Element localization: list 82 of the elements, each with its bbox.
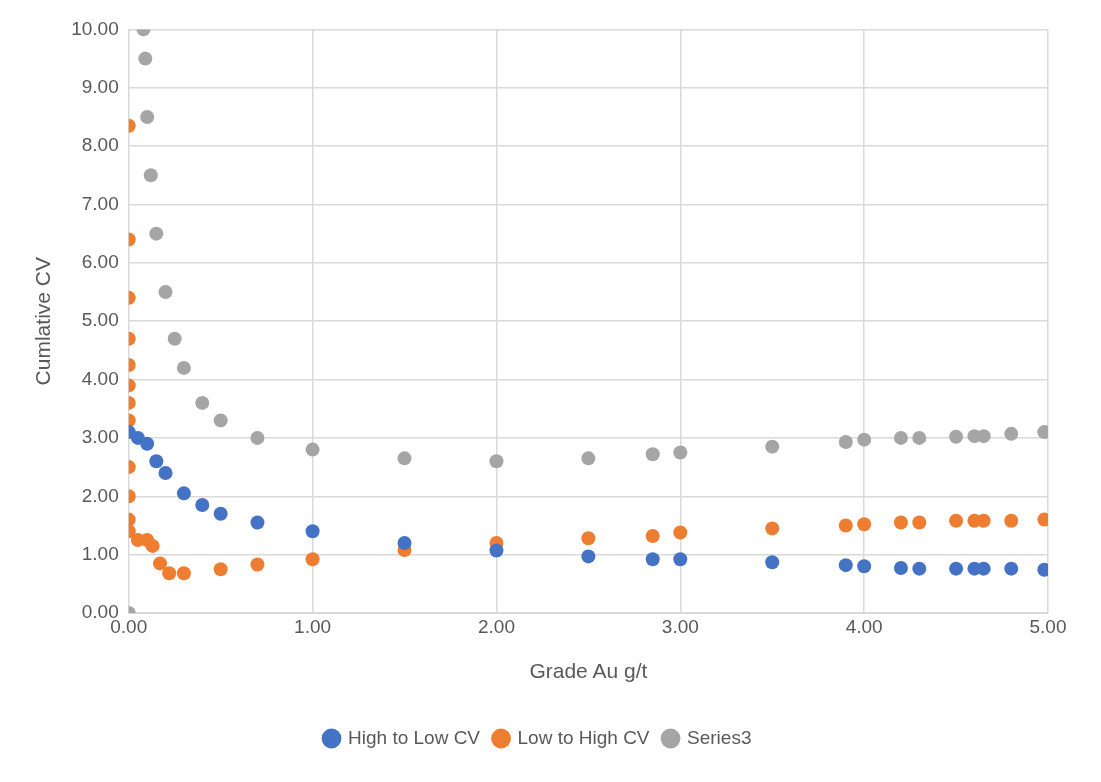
- y-tick-label: 10.00: [71, 17, 119, 39]
- point: [838, 435, 853, 450]
- point: [581, 451, 596, 466]
- point: [673, 445, 688, 460]
- point: [162, 566, 177, 581]
- point: [673, 525, 688, 540]
- point: [145, 538, 160, 553]
- x-tick-label: 3.00: [661, 615, 699, 637]
- point: [1004, 513, 1019, 528]
- point: [673, 552, 688, 567]
- point: [143, 168, 158, 183]
- point: [158, 285, 173, 300]
- point: [949, 513, 964, 528]
- point: [1004, 426, 1019, 441]
- point: [305, 442, 320, 457]
- point: [765, 439, 780, 454]
- point: [893, 430, 908, 445]
- point: [397, 451, 412, 466]
- point: [149, 454, 164, 469]
- point: [912, 561, 927, 576]
- point: [857, 517, 872, 532]
- point: [581, 549, 596, 564]
- point: [489, 543, 504, 558]
- x-tick-label: 4.00: [845, 615, 883, 637]
- point: [195, 498, 210, 513]
- point: [1004, 561, 1019, 576]
- point: [645, 552, 660, 567]
- point: [250, 430, 265, 445]
- point: [213, 562, 228, 577]
- y-tick-label: 6.00: [81, 251, 119, 273]
- point: [176, 566, 191, 581]
- x-tick-label: 2.00: [477, 615, 515, 637]
- point: [138, 51, 153, 66]
- point: [305, 552, 320, 567]
- point: [976, 561, 991, 576]
- point: [949, 561, 964, 576]
- point: [893, 561, 908, 576]
- y-axis-title: Cumlative CV: [31, 257, 55, 386]
- point: [250, 515, 265, 530]
- y-tick-label: 2.00: [81, 484, 119, 506]
- point: [976, 513, 991, 528]
- point: [949, 429, 964, 444]
- x-tick-label: 5.00: [1029, 615, 1067, 637]
- point: [765, 555, 780, 570]
- point: [176, 360, 191, 375]
- point: [149, 226, 164, 241]
- y-tick-label: 7.00: [81, 192, 119, 214]
- point: [140, 436, 155, 451]
- point: [489, 454, 504, 469]
- y-tick-label: 8.00: [81, 134, 119, 156]
- point: [645, 447, 660, 462]
- point: [153, 556, 167, 571]
- point: [893, 515, 908, 530]
- y-tick-label: 4.00: [81, 367, 119, 389]
- point: [176, 486, 191, 501]
- legend-label: Low to High CV: [517, 726, 650, 748]
- y-tick-label: 1.00: [81, 542, 119, 564]
- point: [645, 528, 660, 543]
- y-tick-label: 5.00: [81, 309, 119, 331]
- y-tick-label: 9.00: [81, 75, 119, 97]
- y-tick-label: 3.00: [81, 426, 119, 448]
- point: [213, 413, 228, 428]
- point: [305, 524, 320, 539]
- point: [213, 506, 228, 521]
- legend-label: High to Low CV: [348, 726, 481, 748]
- point: [912, 430, 927, 445]
- point: [140, 109, 155, 124]
- point: [195, 395, 210, 410]
- x-tick-label: 1.00: [294, 615, 332, 637]
- point: [397, 535, 412, 550]
- point: [857, 559, 872, 574]
- point: [838, 558, 853, 573]
- point: [158, 465, 173, 480]
- point: [912, 515, 927, 530]
- point: [838, 518, 853, 533]
- x-axis-title: Grade Au g/t: [529, 659, 648, 683]
- point: [250, 557, 265, 572]
- point: [581, 531, 596, 546]
- point: [167, 331, 182, 346]
- legend-label: Series3: [687, 726, 752, 748]
- point: [857, 432, 872, 447]
- point: [765, 521, 780, 536]
